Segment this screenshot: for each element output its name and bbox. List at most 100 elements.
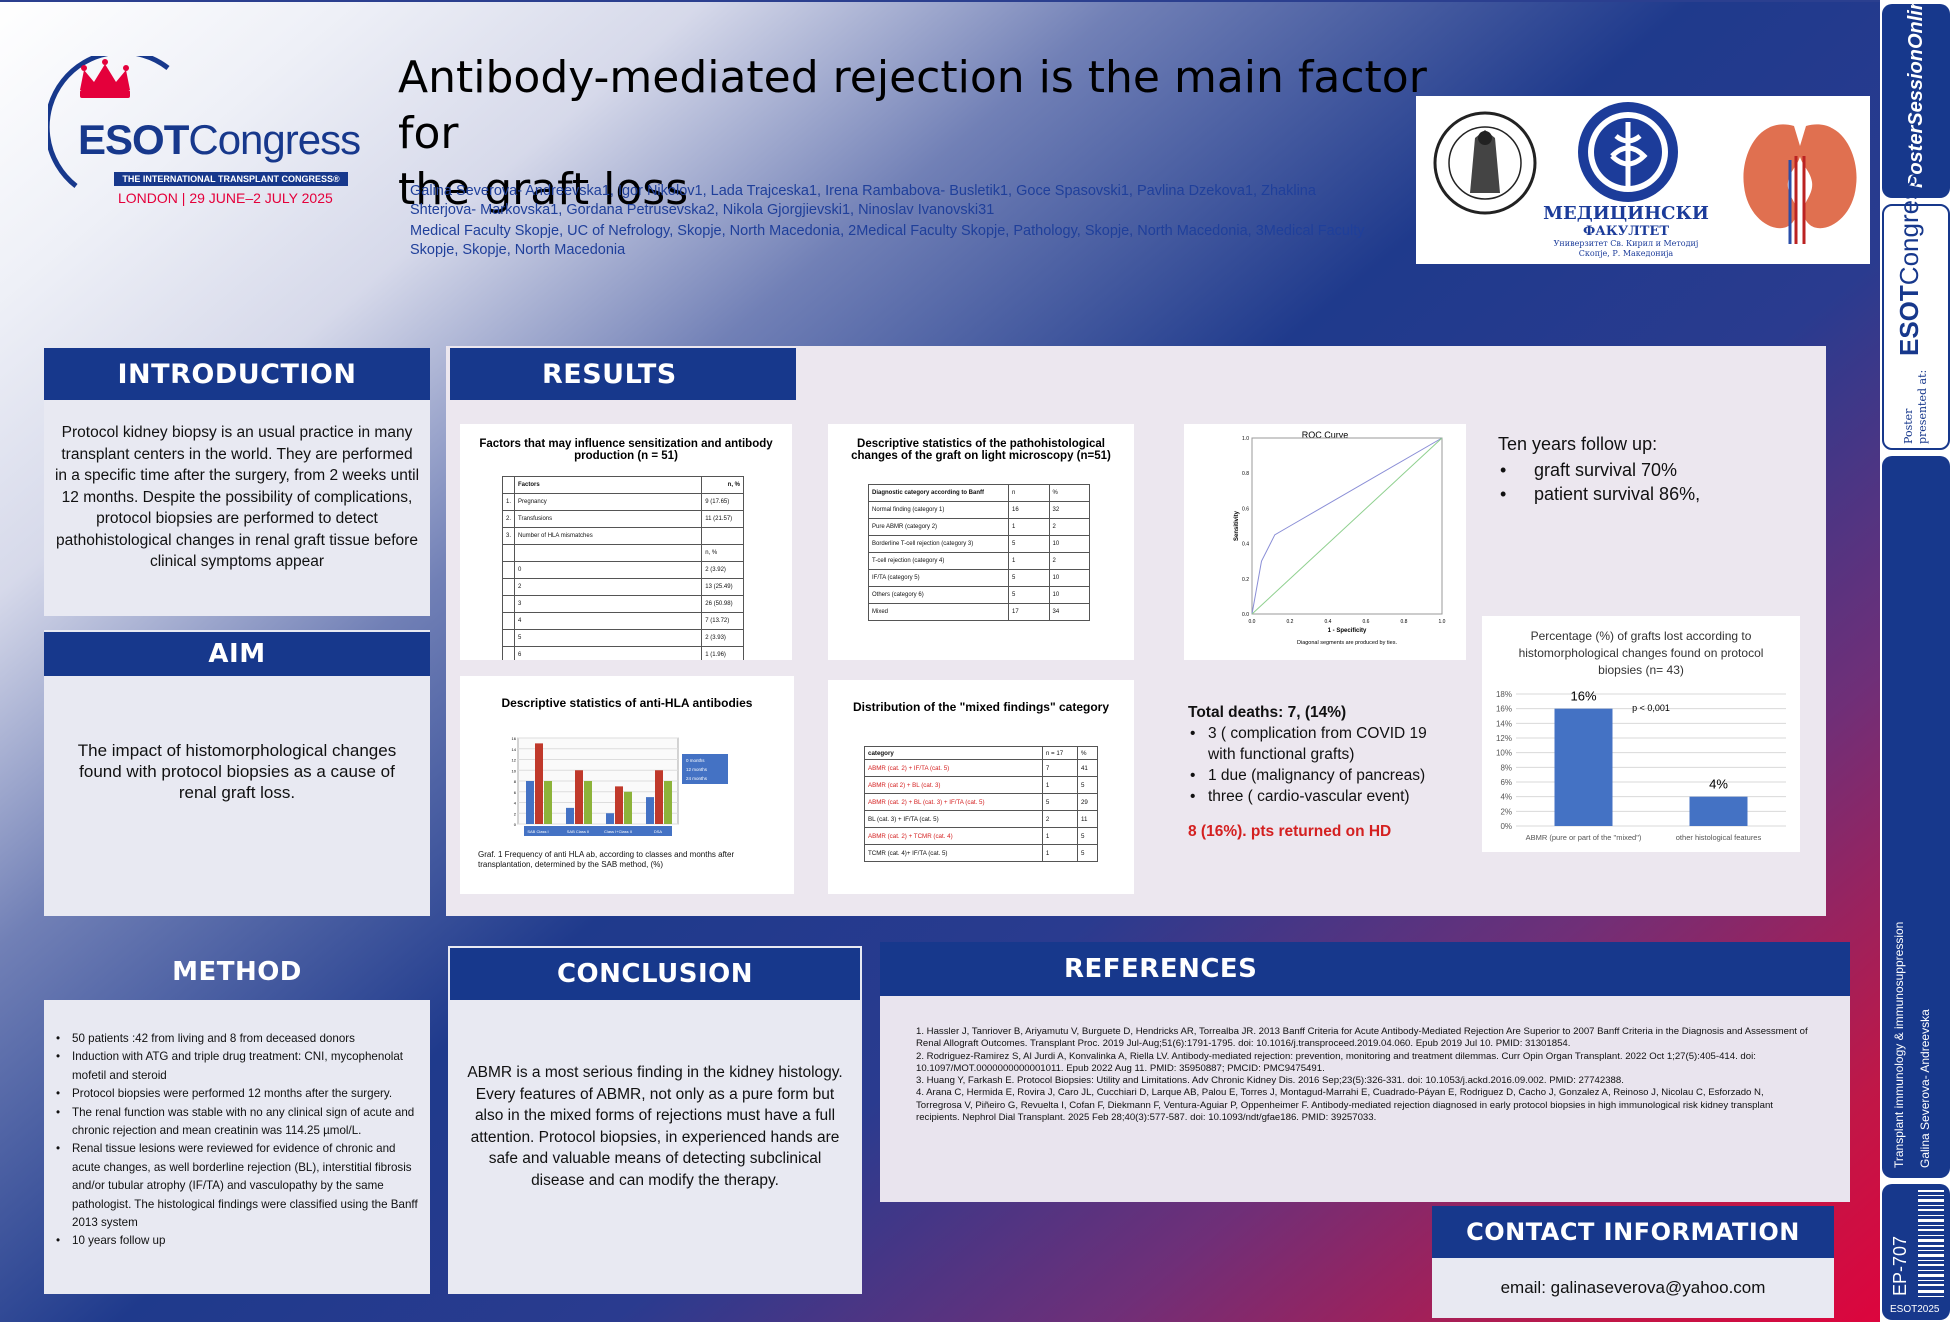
hla-bar <box>606 813 614 824</box>
t2-head-2: % <box>1048 484 1090 502</box>
grafts-y-tick: 18% <box>1496 690 1512 699</box>
hla-category-label: SAB Class I <box>527 829 548 834</box>
roc-x-tick: 0.2 <box>1287 619 1294 625</box>
hla-bar <box>584 781 592 824</box>
table-cell: 0 <box>514 561 703 579</box>
mixed-title: Distribution of the "mixed findings" cat… <box>852 700 1110 714</box>
deaths-block: Total deaths: 7, (14%) 3 ( complication … <box>1188 702 1458 842</box>
table-row: T-cell rejection (category 4) 1 2 <box>868 552 1090 570</box>
sensitization-table-title: Factors that may influence sensitization… <box>479 438 773 462</box>
method-item: The renal function was stable with no an… <box>54 1104 422 1141</box>
faculty-logos: МЕДИЦИНСКИ ФАКУЛТЕТ Универзитет Св. Кири… <box>1416 96 1870 264</box>
roc-y-tick: 0.2 <box>1242 577 1249 583</box>
roc-reference-line <box>1251 437 1443 615</box>
hla-category-band <box>524 826 672 836</box>
roc-y-tick: 0.4 <box>1242 542 1249 548</box>
hla-bar <box>664 781 672 824</box>
grafts-y-tick: 6% <box>1500 778 1512 787</box>
hla-antibodies-card: Descriptive statistics of anti-HLA antib… <box>460 676 794 894</box>
table-cell: 4 <box>514 612 703 630</box>
pathohistology-table: Diagnostic category according to Banff n%… <box>868 484 1090 621</box>
method-item: 50 patients :42 from living and 8 from d… <box>54 1030 422 1049</box>
hla-legend <box>682 754 728 784</box>
hla-y-tick: 6 <box>514 790 517 795</box>
hla-bar <box>624 791 632 824</box>
table-row: ABMR (cat 2) + BL (cat. 3) 1 5 <box>864 776 1099 794</box>
hla-legend-item: 24 months <box>686 776 708 781</box>
reference-item: 2. Rodriguez-Ramirez S, Al Jurdi A, Konv… <box>916 1050 1756 1074</box>
contact-email[interactable]: email: galinaseverova@yahoo.com <box>1500 1278 1766 1297</box>
table-cell: 32 <box>1048 501 1090 519</box>
hla-y-tick: 10 <box>512 768 517 773</box>
table-cell: BL (cat. 3) + IF/TA (cat. 5) <box>864 810 1043 828</box>
hla-y-tick: 4 <box>514 801 517 806</box>
table-cell <box>701 527 744 545</box>
roc-curve-card: ROC Curve 0.0 0.0 0.2 0.2 0.4 0.4 0.6 0.6 0.8 0.8 1… <box>1184 424 1466 660</box>
poster-code: EP-707 <box>1890 1235 1910 1296</box>
table-cell: 34 <box>1048 603 1090 621</box>
roc-xlabel: 1 - Specificity <box>1328 628 1367 634</box>
table-cell: 7 <box>1041 759 1078 777</box>
hla-bar-chart: 0 2 4 6 8 10 12 14 16 SAB Class I SAB Class II Clas… <box>512 736 728 836</box>
table-cell: 10 <box>1048 569 1090 587</box>
hd-return-note: 8 (16%). pts returned on HD <box>1188 823 1392 840</box>
hla-bar <box>575 770 583 824</box>
hla-bar <box>615 786 623 824</box>
table-cell: Transfusions <box>514 510 703 528</box>
references-heading: REFERENCES <box>880 942 1850 996</box>
table-cell: Mixed <box>868 603 1009 621</box>
table-cell: ABMR (cat. 2) + BL (cat. 3) + IF/TA (cat… <box>864 793 1043 811</box>
followup-block: Ten years follow up: graft survival 70% … <box>1498 432 1798 506</box>
table-row: IF/TA (category 5) 5 10 <box>868 569 1090 587</box>
table-cell: 1 <box>1041 776 1078 794</box>
table-cell: 7 (13.72) <box>701 612 744 630</box>
aim-text: The impact of histomorphological changes… <box>77 741 397 802</box>
grafts-y-tick: 2% <box>1500 807 1512 816</box>
logo-tagline: THE INTERNATIONAL TRANSPLANT CONGRESS® <box>114 172 348 186</box>
table-cell: 3 <box>514 595 703 613</box>
results-heading: RESULTS <box>450 348 796 400</box>
hla-legend-item: 12 months <box>686 767 708 772</box>
hla-y-tick: 0 <box>514 822 517 827</box>
grafts-bar <box>1554 708 1613 826</box>
grafts-y-tick: 16% <box>1496 705 1512 714</box>
affiliations: Medical Faculty Skopje, UC of Nefrology,… <box>410 223 1365 258</box>
hla-category-label: SAB Class II <box>567 829 589 834</box>
deaths-item: 3 ( complication from COVID 19 with func… <box>1188 723 1458 765</box>
table-row: ABMR (cat. 2) + IF/TA (cat. 5) 7 41 <box>864 759 1099 777</box>
grafts-pvalue: p < 0,001 <box>1632 703 1670 713</box>
grafts-y-tick: 14% <box>1496 719 1512 728</box>
topic-label: Transplant immunology & immunosuppressio… <box>1892 921 1906 1168</box>
sidebar-congress: Congress <box>1894 173 1924 286</box>
roc-title: ROC Curve <box>1302 430 1349 440</box>
postersession-badge[interactable]: PosterSessionOnline <box>1882 0 1950 198</box>
table-cell <box>501 629 516 647</box>
medical-faculty-emblem-icon <box>1578 102 1678 202</box>
table-cell <box>501 612 516 630</box>
table-cell: 5 <box>1076 776 1099 794</box>
table-cell: 5 <box>1076 844 1099 862</box>
faculty-name-line2: ФАКУЛТЕТ <box>1582 224 1670 239</box>
table-cell <box>501 544 516 562</box>
roc-x-tick: 0.4 <box>1325 619 1332 625</box>
followup-title: Ten years follow up: <box>1498 434 1658 454</box>
t2-head-1: n <box>1008 484 1050 502</box>
grafts-lost-bar-chart: 0% 2% 4% 6% 8% 10% 12% 14% 16% 18% 16% ABMR (pure o… <box>1496 689 1786 842</box>
reference-item: 3. Huang Y, Farkash E. Protocol Biopsies… <box>916 1075 1624 1087</box>
grafts-category-label: ABMR (pure or part of the "mixed") <box>1526 833 1642 842</box>
table-cell: 1 <box>1008 552 1050 570</box>
roc-x-tick: 0.8 <box>1401 619 1408 625</box>
roc-x-tick: 0.6 <box>1363 619 1370 625</box>
hla-bar <box>526 781 534 824</box>
table-row: 3 26 (50.98) <box>501 595 744 613</box>
conclusion-heading: CONCLUSION <box>448 946 862 1000</box>
hla-category-label: Class I+Class II <box>604 829 632 834</box>
conclusion-panel: ABMR is a most serious finding in the ki… <box>448 1000 862 1294</box>
table-row: Others (category 6) 5 10 <box>868 586 1090 604</box>
table-cell: Pure ABMR (category 2) <box>868 518 1009 536</box>
hla-category-label: DSA <box>654 829 663 834</box>
table-cell: 5 <box>1008 586 1050 604</box>
table-cell: 2 <box>1048 518 1090 536</box>
